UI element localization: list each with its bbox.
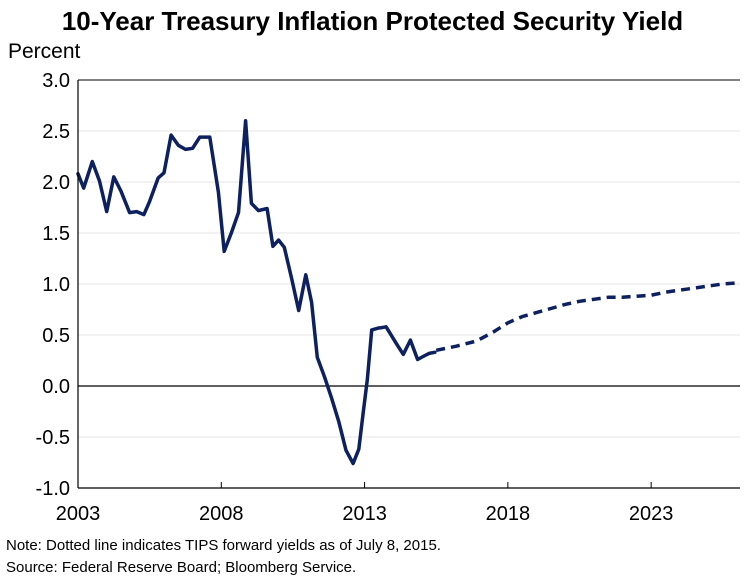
- y-tick-label: 2.0: [42, 172, 70, 194]
- x-tick-label: 2008: [199, 503, 244, 525]
- x-tick-label: 2013: [342, 503, 387, 525]
- y-tick-label: 1.5: [42, 223, 70, 245]
- note-text: Note: Dotted line indicates TIPS forward…: [6, 537, 441, 554]
- y-tick-label: 0.5: [42, 325, 70, 347]
- y-tick-label: 3.0: [42, 70, 70, 92]
- y-tick-label: 1.0: [42, 274, 70, 296]
- y-tick-labels: 3.0 2.5 2.0 1.5 1.0 0.5 0.0 -0.5 -1.0: [36, 70, 70, 500]
- series-actual-line: [76, 119, 437, 466]
- series-forward-line: [435, 281, 738, 353]
- x-tick-labels: 2003 2008 2013 2018 2023: [56, 503, 674, 525]
- y-tick-label: -0.5: [36, 427, 70, 449]
- x-tick-label: 2023: [629, 503, 674, 525]
- y-tick-label: 0.0: [42, 376, 70, 398]
- y-axis-label: Percent: [8, 40, 81, 63]
- x-tick-label: 2018: [486, 503, 531, 525]
- plot-frame: [77, 79, 740, 489]
- y-tick-label: 2.5: [42, 121, 70, 143]
- series-lines: [76, 119, 738, 466]
- source-text: Source: Federal Reserve Board; Bloomberg…: [6, 559, 357, 576]
- chart-title: 10-Year Treasury Inflation Protected Sec…: [61, 6, 684, 36]
- y-tick-label: -1.0: [36, 478, 70, 500]
- x-tick-label: 2003: [56, 503, 101, 525]
